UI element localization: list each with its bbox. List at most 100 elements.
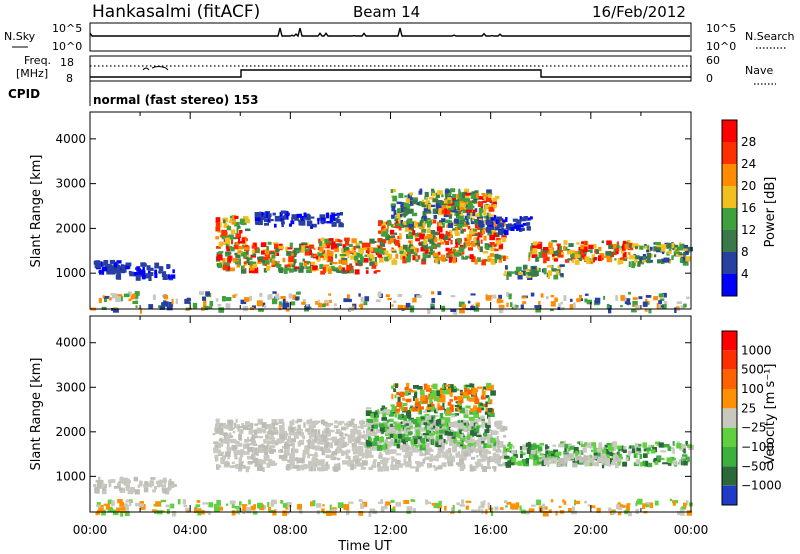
rti-cell <box>241 268 247 274</box>
rti-cell <box>634 443 639 449</box>
rti-cell <box>557 244 561 251</box>
rti-cell <box>522 222 529 226</box>
rti-cell <box>667 462 672 466</box>
rti-cell <box>235 418 238 423</box>
rti-cell <box>503 230 509 236</box>
rti-cell <box>292 448 299 454</box>
rti-cell <box>646 249 650 253</box>
rti-cell <box>333 268 337 272</box>
rti-cell <box>437 451 440 456</box>
colorbar-tick-label: 100 <box>741 382 764 396</box>
rti-cell <box>501 444 506 447</box>
rti-cell <box>271 260 276 265</box>
rti-cell <box>343 246 350 251</box>
rti-cell <box>556 451 562 456</box>
colorbar-swatch <box>722 164 737 186</box>
rti-cell <box>252 511 258 515</box>
rti-cell <box>494 506 499 511</box>
rti-cell <box>402 420 406 425</box>
rti-cell <box>449 434 452 440</box>
rti-cell <box>289 242 293 248</box>
rti-cell <box>467 434 471 437</box>
rti-cell <box>268 459 273 464</box>
rti-cell <box>288 431 295 436</box>
rti-cell <box>350 255 355 260</box>
rti-cell <box>357 432 362 438</box>
rti-cell <box>502 462 505 467</box>
rti-cell <box>563 440 566 447</box>
rti-cell <box>393 232 398 235</box>
rti-cell <box>446 433 450 439</box>
rti-cell <box>477 242 480 249</box>
rti-cell <box>396 213 403 219</box>
rti-cell <box>422 221 425 227</box>
rti-cell <box>240 246 243 250</box>
rti-cell <box>333 303 337 307</box>
rti-cell <box>415 259 419 262</box>
rti-cell <box>421 419 424 425</box>
rti-cell <box>529 270 533 272</box>
rti-cell <box>685 500 689 506</box>
rti-cell <box>282 219 285 223</box>
rti-cell <box>218 451 224 455</box>
rti-cell <box>659 298 665 301</box>
rti-cell <box>591 449 594 452</box>
rti-cell <box>598 246 602 250</box>
rti-cell <box>485 219 490 225</box>
rti-cell <box>417 448 422 452</box>
rti-cell <box>448 203 451 208</box>
rti-cell <box>426 397 432 400</box>
rti-cell <box>501 426 508 431</box>
rti-cell <box>215 236 219 240</box>
rti-cell <box>684 250 689 255</box>
rti-cell <box>346 264 352 271</box>
rti-cell <box>661 458 665 461</box>
rti-cell <box>449 251 455 254</box>
rti-cell <box>648 259 653 263</box>
rti-cell <box>442 407 445 410</box>
rti-cell <box>356 252 363 258</box>
rti-cell <box>127 291 132 297</box>
rti-cell <box>519 227 525 231</box>
rti-cell <box>615 248 619 255</box>
rti-cell <box>248 427 253 431</box>
rti-cell <box>255 448 258 453</box>
rti-cell <box>457 451 460 454</box>
rti-cell <box>478 437 481 442</box>
rti-cell <box>116 260 122 264</box>
rti-cell <box>453 421 458 424</box>
rti-cell <box>161 484 166 488</box>
rti-cell <box>401 415 405 419</box>
rti-cell <box>564 446 567 453</box>
rti-cell <box>248 499 251 505</box>
rti-cell <box>394 219 398 222</box>
rti-cell <box>135 275 141 281</box>
colorbar-swatch <box>722 350 737 370</box>
rti-cell <box>369 247 374 252</box>
rti-cell <box>339 441 343 447</box>
rti-cell <box>296 461 300 464</box>
rti-cell <box>414 422 421 428</box>
rti-cell <box>462 449 469 452</box>
rti-cell <box>413 252 418 257</box>
rti-cell <box>433 425 436 429</box>
rti-cell <box>329 215 336 221</box>
colorbar-swatch <box>722 208 737 230</box>
rti-cell <box>476 434 482 438</box>
rti-cell <box>453 431 458 437</box>
rti-cell <box>447 199 451 204</box>
rti-cell <box>619 504 624 507</box>
rti-cell <box>463 191 468 196</box>
rti-cell <box>681 506 687 510</box>
rti-cell <box>290 301 296 306</box>
rti-cell <box>327 250 334 257</box>
rti-cell <box>434 466 437 471</box>
rti-cell <box>462 257 468 260</box>
rti-cell <box>528 252 531 258</box>
rti-cell <box>341 252 347 255</box>
rti-cell <box>120 510 123 517</box>
rti-cell <box>404 226 411 232</box>
rti-cell <box>214 444 220 449</box>
rti-cell <box>526 443 532 447</box>
rti-cell <box>631 448 636 454</box>
